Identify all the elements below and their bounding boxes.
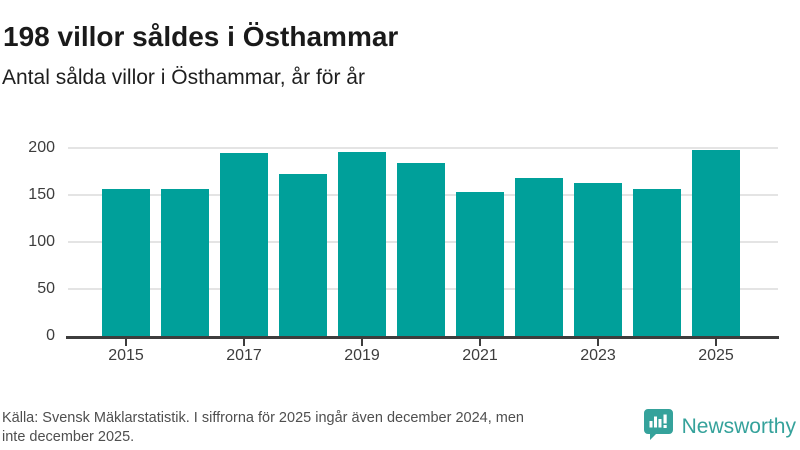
source-note: Källa: Svensk Mäklarstatistik. I siffror…: [2, 409, 642, 447]
x-tick-2023: [597, 339, 599, 346]
bar-2021: [456, 192, 504, 336]
bar-2022: [515, 178, 563, 336]
bar-2015: [102, 189, 150, 336]
bar-2016: [161, 189, 209, 336]
x-tick-2015: [125, 339, 127, 346]
x-tick-label-2015: 2015: [108, 347, 144, 364]
brand-name: Newsworthy: [681, 415, 796, 438]
x-tick-2025: [715, 339, 717, 346]
bar-2017: [220, 152, 268, 336]
x-tick-label-2023: 2023: [580, 347, 616, 364]
x-tick-label-2017: 2017: [226, 347, 262, 364]
bar-2020: [397, 163, 445, 336]
x-tick-label-2019: 2019: [344, 347, 380, 364]
y-axis-label: 150: [28, 186, 55, 203]
bar-2024: [633, 189, 681, 336]
brand-logo: Newsworthy: [643, 408, 796, 446]
y-axis-label: 100: [28, 233, 55, 250]
bar-2023: [574, 182, 622, 336]
y-axis-label: 50: [37, 280, 55, 297]
x-axis-line: [66, 336, 779, 339]
bar-2025: [692, 149, 740, 336]
newsworthy-speech-bubble-chart-icon: [643, 408, 674, 446]
x-tick-label-2021: 2021: [462, 347, 498, 364]
x-tick-2019: [361, 339, 363, 346]
bar-2018: [279, 174, 327, 336]
gridline-200: [68, 147, 778, 149]
x-tick-2021: [479, 339, 481, 346]
bar-2019: [338, 151, 386, 336]
source-note-line1: Källa: Svensk Mäklarstatistik. I siffror…: [2, 410, 524, 426]
y-axis-label: 0: [46, 327, 55, 344]
chart-subtitle: Antal sålda villor i Östhammar, år för å…: [2, 66, 365, 89]
source-note-line2: inte december 2025.: [2, 429, 135, 445]
y-axis-label: 200: [28, 139, 55, 156]
x-tick-2017: [243, 339, 245, 346]
page-title: 198 villor såldes i Östhammar: [3, 20, 399, 52]
plot-area: [68, 147, 778, 336]
x-tick-label-2025: 2025: [698, 347, 734, 364]
